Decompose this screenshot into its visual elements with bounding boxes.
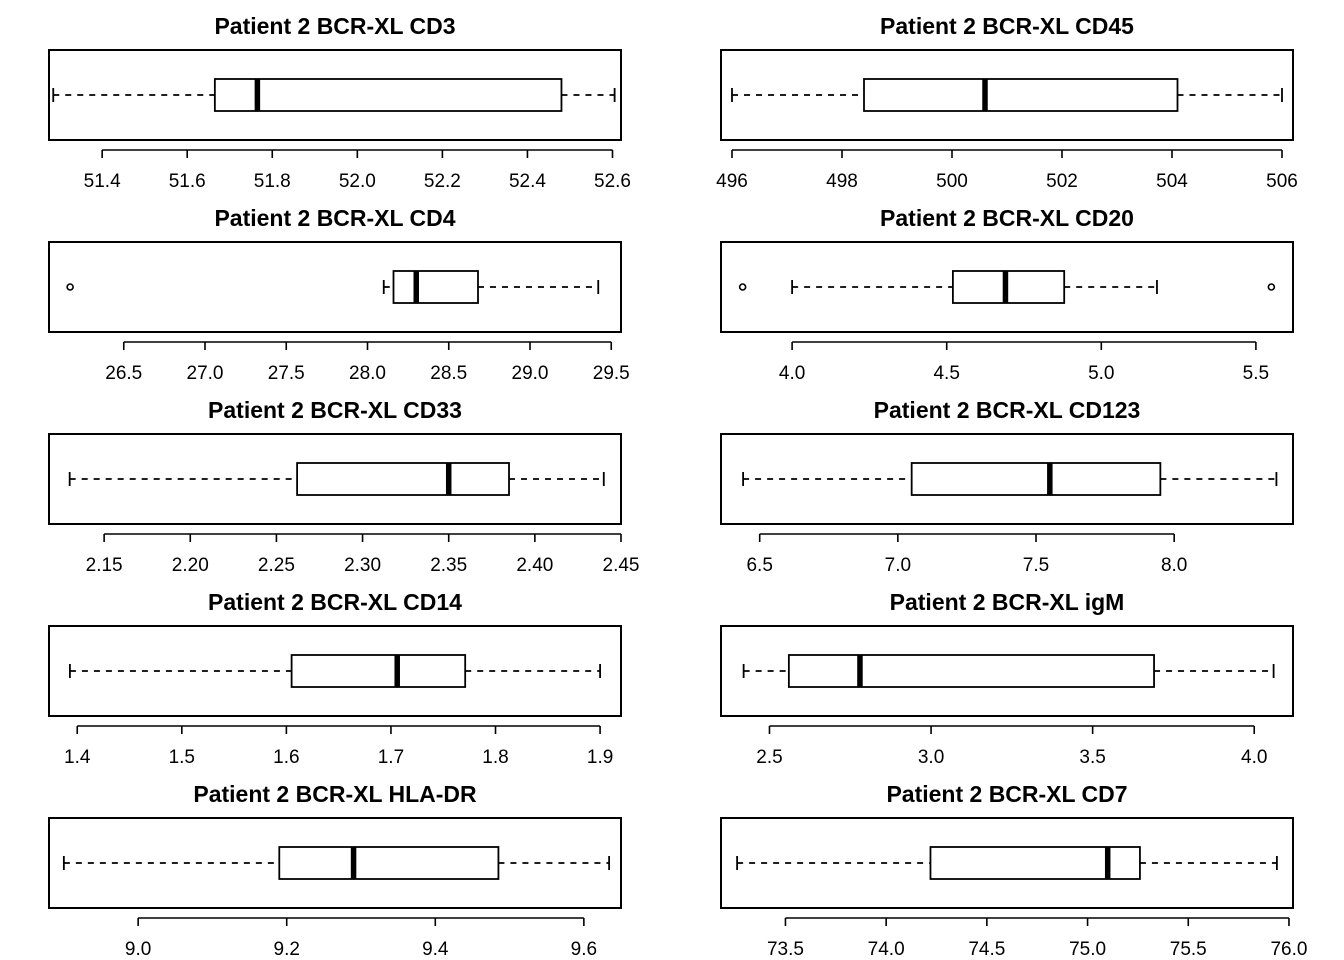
x-tick-label: 2.45 [603,555,640,576]
plot-frame [48,241,622,333]
iqr-box [787,654,1155,688]
panel-title: Patient 2 BCR-XL CD20 [880,205,1134,231]
panel-title: Patient 2 BCR-XL CD3 [214,13,455,39]
x-tick-label: 9.6 [571,939,597,960]
x-tick-label: 27.0 [187,363,224,384]
x-tick-label: 2.20 [172,555,209,576]
x-tick-label: 75.5 [1170,939,1207,960]
x-tick-label: 502 [1046,171,1078,192]
iqr-box [278,846,500,880]
x-tick-label: 504 [1156,171,1188,192]
panel-title: Patient 2 BCR-XL HLA-DR [193,781,477,807]
iqr-box [392,270,479,304]
boxplot-panel: Patient 2 BCR-XL HLA-DR 9.0 9.2 9.4 9.6 [48,781,622,960]
panel-title: Patient 2 BCR-XL CD33 [208,397,462,423]
x-tick-label: 6.5 [746,555,772,576]
x-tick-label: 28.0 [349,363,386,384]
iqr-box [863,78,1179,112]
x-tick-label: 9.4 [422,939,449,960]
panel-title: Patient 2 BCR-XL igM [890,589,1125,615]
boxplot-panel: Patient 2 BCR-XL CD123 6.5 7.0 7.5 8.0 [720,397,1294,576]
boxplot-panel: Patient 2 BCR-XL CD3 51.4 51.6 51.8 52.0 52.2… [48,13,631,192]
x-tick-label: 29.5 [593,363,630,384]
boxplot-panel: Patient 2 BCR-XL CD20 4.0 4.5 5.0 5.5 [720,205,1294,384]
plot-frame [48,49,622,141]
x-tick-label: 74.5 [968,939,1005,960]
x-tick-label: 52.2 [424,171,461,192]
x-tick-label: 7.5 [1023,555,1049,576]
plot-frame [48,433,622,525]
x-tick-label: 2.15 [86,555,123,576]
x-tick-label: 500 [936,171,968,192]
x-tick-label: 2.40 [516,555,553,576]
x-tick-label: 4.0 [1241,747,1267,768]
x-tick-label: 74.0 [868,939,905,960]
x-tick-label: 27.5 [268,363,305,384]
iqr-box [951,270,1066,304]
plot-frame [48,817,622,909]
plot-frame [720,49,1294,141]
iqr-box [290,654,467,688]
x-tick-label: 52.4 [509,171,546,192]
x-tick-label: 3.0 [918,747,944,768]
x-tick-label: 26.5 [105,363,142,384]
plot-frame [48,625,622,717]
x-tick-label: 51.4 [84,171,121,192]
x-tick-label: 76.0 [1270,939,1307,960]
outlier-point [738,283,747,291]
x-tick-label: 51.8 [254,171,291,192]
x-tick-label: 1.7 [378,747,404,768]
x-tick-label: 28.5 [430,363,467,384]
iqr-box [910,462,1162,496]
boxplot-panel: Patient 2 BCR-XL igM 2.5 3.0 3.5 4.0 [720,589,1294,768]
boxplot-panel: Patient 2 BCR-XL CD7 73.5 74.0 74.5 75.0 75.5… [720,781,1307,960]
x-tick-label: 2.35 [430,555,467,576]
x-tick-label: 3.5 [1079,747,1105,768]
x-tick-label: 9.0 [125,939,151,960]
outlier-point [1267,283,1276,291]
plot-frame [720,817,1294,909]
boxplot-panel: Patient 2 BCR-XL CD33 2.15 2.20 2.25 2.30 2.3… [48,397,640,576]
plot-frame [720,625,1294,717]
x-tick-label: 73.5 [767,939,804,960]
x-tick-label: 52.0 [339,171,376,192]
x-tick-label: 1.8 [482,747,508,768]
iqr-box [213,78,563,112]
x-tick-label: 498 [826,171,858,192]
panel-title: Patient 2 BCR-XL CD7 [886,781,1127,807]
panel-title: Patient 2 BCR-XL CD4 [214,205,455,231]
panel-title: Patient 2 BCR-XL CD14 [208,589,462,615]
x-tick-label: 1.9 [587,747,613,768]
x-tick-label: 1.5 [169,747,195,768]
x-tick-label: 7.0 [885,555,911,576]
boxplot-panel: Patient 2 BCR-XL CD45 496 498 500 502 504 506 [716,13,1298,192]
x-tick-label: 4.0 [779,363,805,384]
x-tick-label: 5.5 [1243,363,1269,384]
panel-title: Patient 2 BCR-XL CD45 [880,13,1134,39]
x-tick-label: 52.6 [594,171,631,192]
x-tick-label: 2.30 [344,555,381,576]
boxplot-panel: Patient 2 BCR-XL CD4 26.5 27.0 27.5 28.0 28.5… [48,205,630,384]
outlier-point [66,283,74,291]
iqr-box [296,462,510,496]
x-tick-label: 9.2 [274,939,300,960]
x-tick-label: 1.4 [64,747,91,768]
x-tick-label: 51.6 [169,171,206,192]
boxplot-panel: Patient 2 BCR-XL CD14 1.4 1.5 1.6 1.7 1.8 1.9 [48,589,622,768]
x-tick-label: 506 [1266,171,1298,192]
x-tick-label: 8.0 [1161,555,1187,576]
x-tick-label: 5.0 [1088,363,1114,384]
x-tick-label: 75.0 [1069,939,1106,960]
x-tick-label: 4.5 [933,363,959,384]
x-tick-label: 29.0 [512,363,549,384]
plot-frame [720,433,1294,525]
plot-frame [720,241,1294,333]
x-tick-label: 496 [716,171,748,192]
x-tick-label: 1.6 [273,747,299,768]
panel-title: Patient 2 BCR-XL CD123 [874,397,1141,423]
x-tick-label: 2.5 [756,747,782,768]
x-tick-label: 2.25 [258,555,295,576]
